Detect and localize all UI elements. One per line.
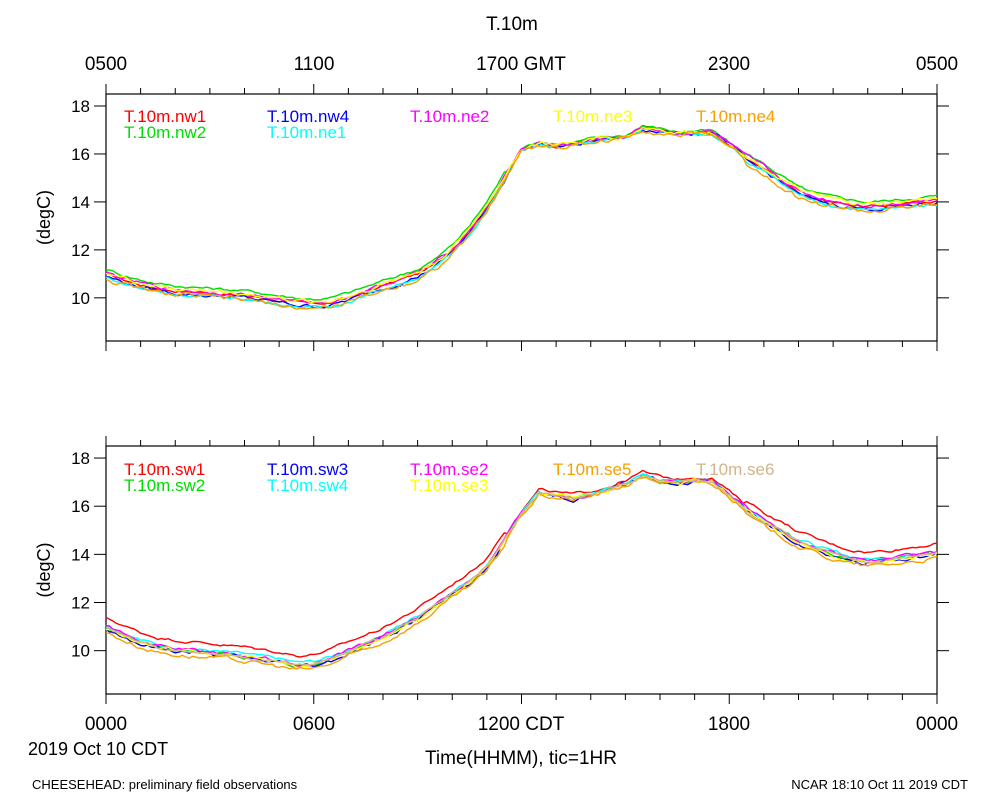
y-axis-label: (degC) xyxy=(34,542,54,597)
top-tick-label: 2300 xyxy=(708,54,750,75)
series-line-t-10m-sw1 xyxy=(105,469,938,658)
legend-entry: T.10m.nw4 xyxy=(267,107,349,126)
series-line-t-10m-ne4 xyxy=(105,130,938,310)
legend-entry: T.10m.ne4 xyxy=(696,107,775,126)
top-tick-label: 1100 xyxy=(294,54,335,75)
series-line-t-10m-sw4 xyxy=(105,473,938,663)
bottom-tick-label: 0000 xyxy=(85,714,127,735)
series-line-t-10m-se2 xyxy=(105,476,938,667)
y-tick-label: 14 xyxy=(71,545,90,564)
legend-entry: T.10m.sw3 xyxy=(267,460,348,479)
series-line-t-10m-sw2 xyxy=(105,475,938,668)
y-tick-label: 10 xyxy=(71,642,90,661)
series-line-t-10m-sw3 xyxy=(105,473,938,668)
footer-left: CHEESEHEAD: preliminary field observatio… xyxy=(32,777,298,792)
footer-right: NCAR 18:10 Oct 11 2019 CDT xyxy=(791,777,968,792)
legend-entry: T.10m.sw4 xyxy=(267,476,348,495)
legend-entry: T.10m.se5 xyxy=(553,460,631,479)
bottom-tick-label: 1800 xyxy=(708,714,750,735)
top-tick-label: 1700 GMT xyxy=(476,54,566,75)
legend-entry: T.10m.ne1 xyxy=(267,123,346,142)
series-line-t-10m-se3 xyxy=(105,475,938,669)
y-tick-label: 14 xyxy=(71,193,90,212)
y-tick-label: 18 xyxy=(71,97,90,116)
date-label: 2019 Oct 10 CDT xyxy=(28,739,168,759)
plot-frame xyxy=(105,93,938,342)
series-line-t-10m-ne2 xyxy=(105,127,938,305)
y-axis-label: (degC) xyxy=(34,190,54,245)
legend-entry: T.10m.ne2 xyxy=(410,107,489,126)
legend-entry: T.10m.se3 xyxy=(410,476,488,495)
top-tick-label: 0500 xyxy=(916,54,958,75)
legend-entry: T.10m.sw2 xyxy=(124,476,205,495)
y-tick-label: 16 xyxy=(71,497,90,516)
y-tick-label: 12 xyxy=(71,241,90,260)
legend-entry: T.10m.se6 xyxy=(696,460,774,479)
legend-entry: T.10m.se2 xyxy=(410,460,488,479)
series-line-t-10m-ne1 xyxy=(105,128,938,309)
series-line-t-10m-se6 xyxy=(105,474,938,666)
series-line-t-10m-ne3 xyxy=(105,126,938,304)
top-tick-label: 0500 xyxy=(85,54,127,75)
legend-entry: T.10m.sw1 xyxy=(124,460,205,479)
series-line-t-10m-se5 xyxy=(105,476,938,670)
legend-entry: T.10m.ne3 xyxy=(553,107,632,126)
y-tick-label: 16 xyxy=(71,145,90,164)
series-line-t-10m-nw2 xyxy=(105,125,938,301)
y-tick-label: 10 xyxy=(71,289,90,308)
x-axis-label: Time(HHMM), tic=1HR xyxy=(425,748,617,769)
plot-frame xyxy=(105,445,938,695)
series-line-t-10m-nw4 xyxy=(105,129,938,309)
y-tick-label: 12 xyxy=(71,594,90,613)
bottom-tick-label: 1200 CDT xyxy=(478,714,565,735)
bottom-tick-label: 0600 xyxy=(293,714,335,735)
chart-title: T.10m xyxy=(486,14,538,35)
bottom-tick-label: 0000 xyxy=(916,714,958,735)
y-tick-label: 18 xyxy=(71,449,90,468)
legend-entry: T.10m.nw1 xyxy=(124,107,206,126)
series-line-t-10m-nw1 xyxy=(105,124,938,305)
legend-entry: T.10m.nw2 xyxy=(124,123,206,142)
